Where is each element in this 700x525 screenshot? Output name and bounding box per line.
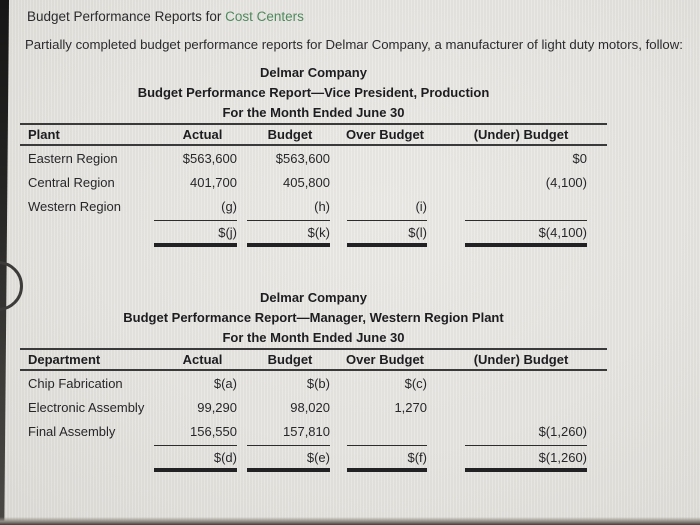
double-rule bbox=[20, 243, 607, 247]
column-header-actual: Actual bbox=[182, 127, 223, 142]
report-title: Budget Performance Report—Vice President… bbox=[137, 85, 490, 100]
table-row: Eastern Region $563,600 $563,600 $0 bbox=[20, 146, 607, 170]
report-vice-president: Delmar Company Budget Performance Report… bbox=[20, 63, 607, 247]
table-header: Department Actual Budget Over Budget (Un… bbox=[20, 348, 607, 371]
column-header-budget: Budget bbox=[267, 352, 313, 367]
cell-budget: 405,800 bbox=[283, 174, 330, 190]
totals-row: $(j) $(k) $(l) $(4,100) bbox=[20, 221, 607, 243]
company-name: Delmar Company bbox=[260, 65, 367, 80]
total-budget: $(e) bbox=[306, 449, 330, 465]
column-header-over-budget: Over Budget bbox=[345, 352, 424, 367]
cell-over-budget: 1,270 bbox=[394, 399, 427, 415]
total-over-budget: $(f) bbox=[407, 449, 428, 465]
cell-budget: 98,020 bbox=[290, 399, 330, 415]
row-label: Electronic Assembly bbox=[28, 399, 145, 415]
double-rule bbox=[20, 468, 607, 472]
cell-actual: 99,290 bbox=[197, 399, 237, 415]
totals-row: $(d) $(e) $(f) $(1,260) bbox=[20, 446, 607, 468]
column-header-under-budget: (Under) Budget bbox=[473, 127, 569, 142]
single-rule bbox=[20, 218, 607, 221]
report-title: Budget Performance Report—Manager, Weste… bbox=[123, 310, 504, 325]
cell-under-budget: $0 bbox=[572, 150, 587, 166]
total-over-budget: $(l) bbox=[408, 224, 427, 240]
cell-under-budget: $(1,260) bbox=[538, 423, 587, 439]
cell-actual: (g) bbox=[221, 198, 237, 214]
cost-centers-link[interactable]: Cost Centers bbox=[225, 9, 304, 24]
cell-actual: $(a) bbox=[213, 375, 237, 391]
cell-actual: 401,700 bbox=[190, 174, 237, 190]
table-row: Central Region 401,700 405,800 (4,100) bbox=[20, 170, 607, 194]
column-header-actual: Actual bbox=[182, 352, 223, 367]
column-header-budget: Budget bbox=[267, 127, 313, 142]
row-label: Final Assembly bbox=[28, 423, 116, 439]
report-period: For the Month Ended June 30 bbox=[222, 330, 405, 345]
row-label: Western Region bbox=[28, 198, 121, 214]
cell-over-budget: $(c) bbox=[404, 375, 427, 391]
column-header-over-budget: Over Budget bbox=[345, 127, 424, 142]
column-header-department: Department bbox=[28, 352, 101, 367]
table-row: Final Assembly 156,550 157,810 $(1,260) bbox=[20, 419, 607, 443]
column-header-under-budget: (Under) Budget bbox=[473, 352, 569, 367]
cell-budget: 157,810 bbox=[283, 423, 330, 439]
intro-paragraph: Partially completed budget performance r… bbox=[25, 37, 683, 52]
cell-actual: 156,550 bbox=[190, 423, 237, 439]
total-budget: $(k) bbox=[307, 224, 330, 240]
column-header-plant: Plant bbox=[28, 127, 60, 142]
section-heading: Budget Performance Reports for Cost Cent… bbox=[27, 9, 304, 24]
table-row: Western Region (g) (h) (i) bbox=[20, 194, 607, 218]
row-label: Chip Fabrication bbox=[28, 375, 123, 391]
total-actual: $(d) bbox=[213, 449, 237, 465]
cell-budget: $563,600 bbox=[275, 150, 330, 166]
cell-actual: $563,600 bbox=[182, 150, 237, 166]
company-name: Delmar Company bbox=[260, 290, 367, 305]
report-period: For the Month Ended June 30 bbox=[222, 105, 405, 120]
screen-bottom-edge bbox=[0, 517, 700, 525]
cell-budget: (h) bbox=[314, 198, 330, 214]
row-label: Central Region bbox=[28, 174, 115, 190]
cell-budget: $(b) bbox=[306, 375, 330, 391]
report-western-region-manager: Delmar Company Budget Performance Report… bbox=[20, 288, 607, 472]
single-rule bbox=[20, 443, 607, 446]
total-actual: $(j) bbox=[218, 224, 237, 240]
cell-under-budget: (4,100) bbox=[545, 174, 587, 190]
table-row: Electronic Assembly 99,290 98,020 1,270 bbox=[20, 395, 607, 419]
table-header: Plant Actual Budget Over Budget (Under) … bbox=[20, 123, 607, 146]
table-row: Chip Fabrication $(a) $(b) $(c) bbox=[20, 371, 607, 395]
cell-over-budget: (i) bbox=[415, 198, 427, 214]
total-under-budget: $(4,100) bbox=[538, 224, 587, 240]
row-label: Eastern Region bbox=[28, 150, 118, 166]
section-heading-text: Budget Performance Reports for bbox=[27, 9, 226, 24]
total-under-budget: $(1,260) bbox=[538, 449, 587, 465]
